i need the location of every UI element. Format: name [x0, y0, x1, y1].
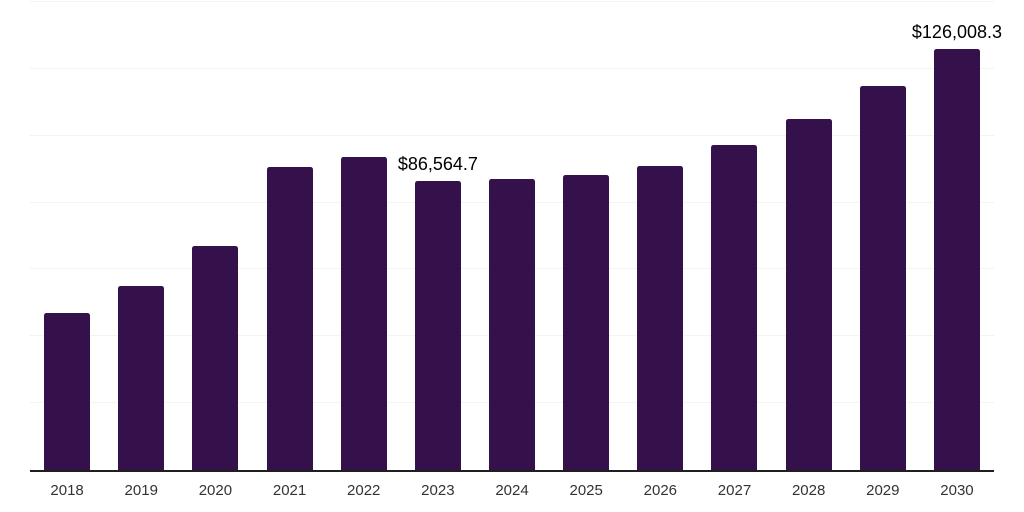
gridline-100000 — [30, 134, 994, 136]
x-tick-2025: 2025 — [569, 482, 603, 499]
x-tick-2026: 2026 — [643, 482, 678, 499]
bar-slot-2030: $126,008.3 — [912, 2, 1002, 470]
bar-2020[interactable] — [192, 245, 239, 470]
bar-2024[interactable] — [489, 178, 536, 470]
bar-slot-2024 — [475, 2, 549, 470]
gridline-140000 — [30, 1, 994, 2]
bar-2028[interactable] — [785, 119, 832, 470]
x-tick-2029: 2029 — [866, 482, 900, 499]
x-axis-line — [30, 470, 994, 472]
x-tick-2018: 2018 — [50, 482, 84, 499]
bar-slot-2025 — [549, 2, 623, 470]
x-tick-2027: 2027 — [717, 482, 752, 499]
x-tick-2030: 2030 — [940, 482, 974, 499]
bar-2023[interactable] — [414, 180, 461, 470]
bars-row: $86,564.7 $126,008.3 — [30, 2, 1002, 470]
data-label-2030: $126,008.3 — [911, 21, 1002, 42]
x-tick-2019: 2019 — [124, 482, 158, 499]
bar-slot-2018 — [30, 2, 104, 470]
bar-slot-2022 — [327, 2, 401, 470]
bar-2027[interactable] — [711, 144, 758, 470]
bar-slot-2019 — [104, 2, 178, 470]
bar-slot-2020 — [178, 2, 252, 470]
x-tick-2022: 2022 — [347, 482, 381, 499]
bar-2026[interactable] — [637, 165, 684, 470]
bar-slot-2028 — [772, 2, 846, 470]
gridline-120000 — [30, 67, 994, 69]
bar-2030[interactable] — [933, 48, 980, 470]
bar-2029[interactable] — [859, 86, 906, 470]
bar-2018[interactable] — [44, 312, 91, 470]
bar-2022[interactable] — [340, 157, 387, 470]
x-tick-2024: 2024 — [495, 482, 529, 499]
bar-slot-2027 — [697, 2, 771, 470]
x-tick-2020: 2020 — [198, 482, 233, 499]
bar-2019[interactable] — [118, 286, 165, 470]
bar-2025[interactable] — [563, 174, 610, 470]
x-tick-2028: 2028 — [791, 482, 826, 499]
x-tick-2023: 2023 — [421, 482, 455, 499]
plot-area: $86,564.7 $126,008.3 — [30, 1, 1002, 470]
bar-slot-2023: $86,564.7 — [397, 2, 478, 470]
bar-slot-2021 — [252, 2, 326, 470]
bar-slot-2026 — [623, 2, 697, 470]
bar-2021[interactable] — [266, 166, 313, 470]
x-tick-2021: 2021 — [272, 482, 307, 499]
data-label-2023: $86,564.7 — [397, 153, 478, 174]
x-axis-labels: 2018 2019 2020 2021 2022 2023 2024 2025 2026 2027… — [30, 482, 994, 500]
bar-slot-2029 — [846, 2, 920, 470]
